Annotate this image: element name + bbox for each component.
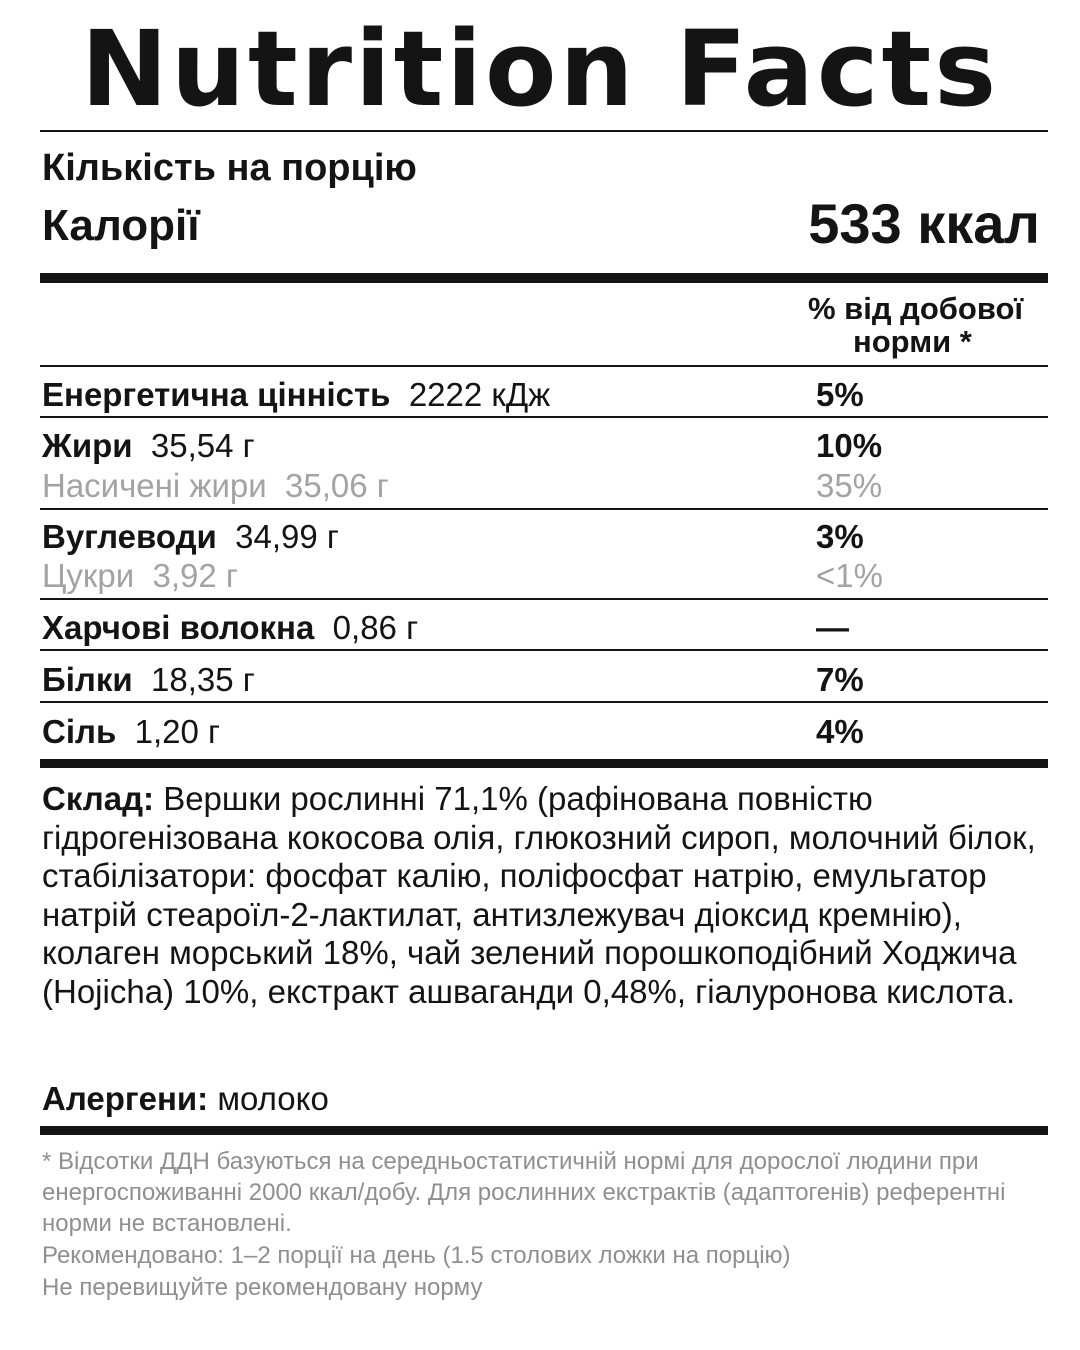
composition-text: Вершки рослинні 71,1% (рафінована повніс… [42, 780, 1036, 1010]
nutrient-amount: 35,06 г [285, 467, 389, 504]
recommended-note: Рекомендовано: 1–2 порції на день (1.5 с… [42, 1242, 791, 1269]
divider-thick [40, 273, 1048, 283]
nutrient-row-fiber: Харчові волокна 0,86 г [42, 608, 418, 648]
allergens-text: молоко [217, 1080, 329, 1117]
divider-thick [40, 1126, 1048, 1135]
nutrient-amount: 34,99 г [235, 518, 339, 555]
nutrient-dv: — [816, 609, 849, 646]
daily-value-header-line1: % від добової [808, 291, 1024, 326]
daily-value-header-line2: норми * [853, 324, 972, 359]
warning-note: Не перевищуйте рекомендовану норму [42, 1274, 483, 1301]
nutrient-name: Жири [42, 427, 133, 464]
nutrient-row-fat: Жири 35,54 г [42, 426, 255, 466]
nutrient-name: Білки [42, 661, 133, 698]
allergens: Алергени: молоко [42, 1080, 329, 1118]
nutrient-name: Енергетична цінність [42, 376, 391, 413]
calories-label: Калорії [42, 201, 200, 250]
nutrient-amount: 18,35 г [151, 661, 255, 698]
nutrient-name: Вуглеводи [42, 518, 217, 555]
nutrient-row-sugars: Цукри 3,92 г [42, 556, 238, 596]
nutrient-name: Цукри [42, 557, 135, 594]
serving-label: Кількість на порцію [42, 147, 417, 189]
divider-row [40, 508, 1048, 510]
daily-value-footnote: * Відсотки ДДН базуються на середньостат… [42, 1148, 1006, 1237]
nutrient-amount: 1,20 г [134, 713, 221, 750]
calories-value: 533 ккал [808, 192, 1040, 255]
allergens-label: Алергени: [42, 1080, 209, 1117]
divider-row [40, 365, 1048, 367]
nutrient-name: Харчові волокна [42, 609, 315, 646]
nutrient-dv: 4% [816, 713, 864, 750]
nutrient-dv: 10% [816, 427, 883, 464]
nutrient-amount: 2222 кДж [408, 376, 551, 413]
nutrient-row-saturated-fat: Насичені жири 35,06 г [42, 466, 389, 506]
nutrient-name: Сіль [42, 713, 117, 750]
label-title: Nutrition Facts [80, 8, 1000, 130]
divider-row [40, 649, 1048, 651]
nutrient-dv: 7% [816, 661, 864, 698]
divider-top [40, 130, 1048, 132]
nutrient-amount: 3,92 г [152, 557, 238, 594]
nutrient-amount: 35,54 г [150, 427, 255, 464]
nutrient-row-protein: Білки 18,35 г [42, 660, 255, 700]
divider-row [40, 416, 1048, 418]
nutrient-row-carbohydrates: Вуглеводи 34,99 г [42, 517, 339, 557]
nutrient-dv: <1% [816, 557, 883, 594]
divider-row [40, 598, 1048, 600]
nutrient-dv: 3% [816, 518, 864, 555]
composition: Склад: Вершки рослинні 71,1% (рафінована… [42, 780, 1042, 1011]
nutrient-row-energy: Енергетична цінність 2222 кДж [42, 375, 550, 415]
nutrient-dv: 35% [816, 467, 883, 504]
nutrient-amount: 0,86 г [332, 609, 419, 646]
nutrient-dv: 5% [816, 376, 864, 413]
divider-thick [40, 759, 1048, 768]
nutrient-row-salt: Сіль 1,20 г [42, 712, 220, 752]
divider-row [40, 701, 1048, 703]
nutrient-name: Насичені жири [42, 467, 267, 504]
composition-label: Склад: [42, 780, 155, 817]
daily-value-header: % від добової норми * [808, 292, 1048, 358]
